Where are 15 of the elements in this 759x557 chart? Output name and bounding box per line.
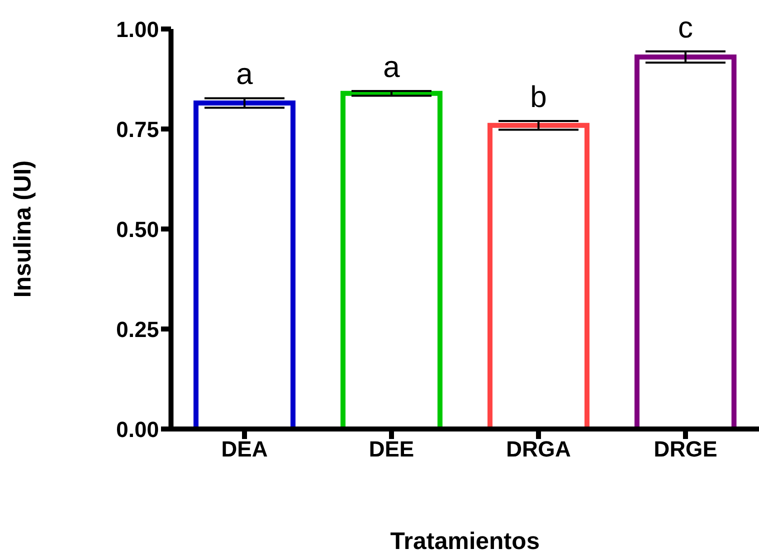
annotation: c	[678, 11, 693, 44]
x-tick-label: DEE	[368, 436, 414, 462]
x-tick-label: DEA	[221, 436, 268, 462]
y-tick-label: 1.00	[116, 16, 159, 42]
y-tick-label: 0.25	[116, 316, 159, 342]
y-tick-label: 0.50	[116, 216, 159, 242]
x-tick-label: DRGE	[654, 436, 718, 462]
y-axis-title: Insulina (UI)	[10, 160, 37, 298]
y-tick-label: 0.75	[116, 116, 159, 142]
annotation: b	[530, 81, 547, 114]
y-tick-label: 0.00	[116, 416, 159, 442]
x-tick-label: DRGA	[506, 436, 571, 462]
x-axis-title: Tratamientos	[390, 528, 540, 555]
annotation: a	[383, 51, 400, 84]
annotation: a	[236, 58, 254, 92]
